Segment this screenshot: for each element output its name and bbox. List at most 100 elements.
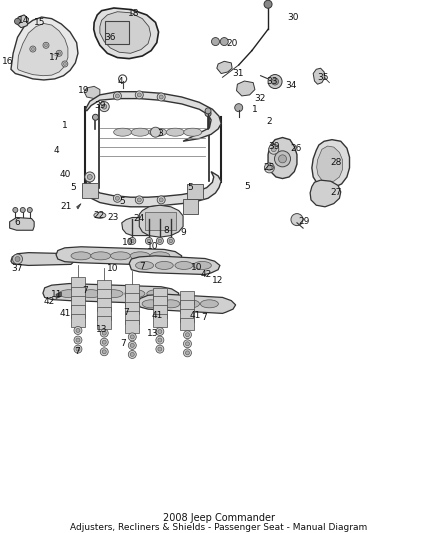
Text: 7: 7 (139, 262, 145, 271)
Circle shape (158, 239, 162, 243)
Polygon shape (129, 256, 220, 274)
Circle shape (130, 335, 134, 339)
Circle shape (205, 110, 211, 117)
Circle shape (269, 144, 279, 154)
Circle shape (76, 347, 80, 351)
Circle shape (102, 340, 106, 344)
Ellipse shape (162, 300, 180, 308)
Circle shape (135, 91, 143, 99)
Circle shape (92, 114, 99, 120)
Text: 26: 26 (290, 144, 301, 152)
Ellipse shape (113, 128, 132, 136)
Text: 10: 10 (191, 263, 202, 272)
Polygon shape (312, 140, 350, 188)
Polygon shape (10, 217, 34, 230)
Polygon shape (183, 199, 198, 214)
Text: 39: 39 (94, 101, 106, 110)
Ellipse shape (150, 252, 170, 260)
Circle shape (58, 52, 60, 55)
Text: 17: 17 (49, 53, 60, 61)
Polygon shape (125, 320, 139, 333)
Polygon shape (56, 292, 61, 298)
Polygon shape (122, 217, 171, 236)
Polygon shape (317, 146, 343, 182)
Text: 13: 13 (147, 329, 158, 337)
Polygon shape (100, 12, 151, 53)
Text: 6: 6 (14, 219, 21, 227)
Text: 19: 19 (78, 86, 90, 95)
Circle shape (43, 42, 49, 49)
Ellipse shape (110, 252, 131, 260)
Polygon shape (217, 61, 232, 74)
Circle shape (235, 103, 243, 112)
Ellipse shape (94, 212, 106, 219)
Text: 10: 10 (107, 264, 119, 273)
Text: 5: 5 (120, 197, 126, 206)
Polygon shape (237, 81, 255, 96)
Circle shape (56, 50, 62, 56)
Circle shape (151, 127, 160, 137)
Text: 3: 3 (157, 129, 163, 138)
Circle shape (113, 92, 121, 100)
Text: 31: 31 (232, 69, 244, 78)
Text: 25: 25 (264, 164, 275, 172)
Circle shape (128, 350, 136, 359)
Circle shape (13, 254, 22, 264)
Circle shape (30, 46, 36, 52)
Text: 16: 16 (2, 57, 14, 66)
Text: 18: 18 (128, 9, 139, 18)
Text: 33: 33 (267, 77, 278, 85)
Circle shape (159, 95, 163, 99)
Text: 21: 21 (60, 203, 71, 211)
Circle shape (147, 239, 151, 243)
Text: 40: 40 (59, 171, 71, 179)
Text: 42: 42 (200, 270, 212, 279)
Circle shape (74, 336, 82, 344)
Circle shape (76, 328, 80, 333)
Text: 37: 37 (12, 264, 23, 272)
Text: 20: 20 (226, 39, 238, 48)
Circle shape (156, 327, 164, 336)
Polygon shape (43, 284, 179, 304)
Circle shape (185, 333, 190, 337)
Circle shape (130, 352, 134, 357)
Polygon shape (94, 8, 159, 59)
Text: 13: 13 (96, 325, 107, 334)
Text: 5: 5 (187, 183, 194, 192)
Text: 28: 28 (331, 158, 342, 167)
Text: 1: 1 (252, 105, 258, 114)
Polygon shape (82, 183, 98, 198)
Polygon shape (71, 296, 85, 309)
Polygon shape (313, 68, 325, 84)
Polygon shape (138, 294, 236, 313)
Bar (105, 21, 129, 44)
Circle shape (131, 239, 134, 243)
Circle shape (74, 345, 82, 353)
Circle shape (157, 93, 165, 101)
Circle shape (137, 198, 141, 202)
Circle shape (184, 349, 191, 357)
Circle shape (76, 338, 80, 342)
Text: 34: 34 (286, 81, 297, 90)
Polygon shape (180, 300, 194, 313)
Ellipse shape (103, 289, 123, 298)
Polygon shape (125, 284, 139, 297)
Circle shape (268, 75, 282, 88)
Polygon shape (18, 23, 68, 76)
Circle shape (15, 256, 20, 262)
Circle shape (64, 62, 66, 66)
Ellipse shape (131, 128, 149, 136)
Ellipse shape (166, 128, 184, 136)
Circle shape (137, 93, 141, 97)
Ellipse shape (193, 261, 212, 270)
Text: 35: 35 (318, 73, 329, 82)
Text: 7: 7 (82, 286, 88, 295)
Text: 41: 41 (59, 309, 71, 318)
Text: 7: 7 (201, 313, 207, 321)
Text: 39: 39 (268, 142, 279, 151)
Text: 23: 23 (107, 213, 119, 222)
Circle shape (115, 196, 120, 200)
Polygon shape (71, 287, 85, 300)
Text: 14: 14 (18, 16, 30, 25)
Text: 8: 8 (163, 226, 170, 235)
